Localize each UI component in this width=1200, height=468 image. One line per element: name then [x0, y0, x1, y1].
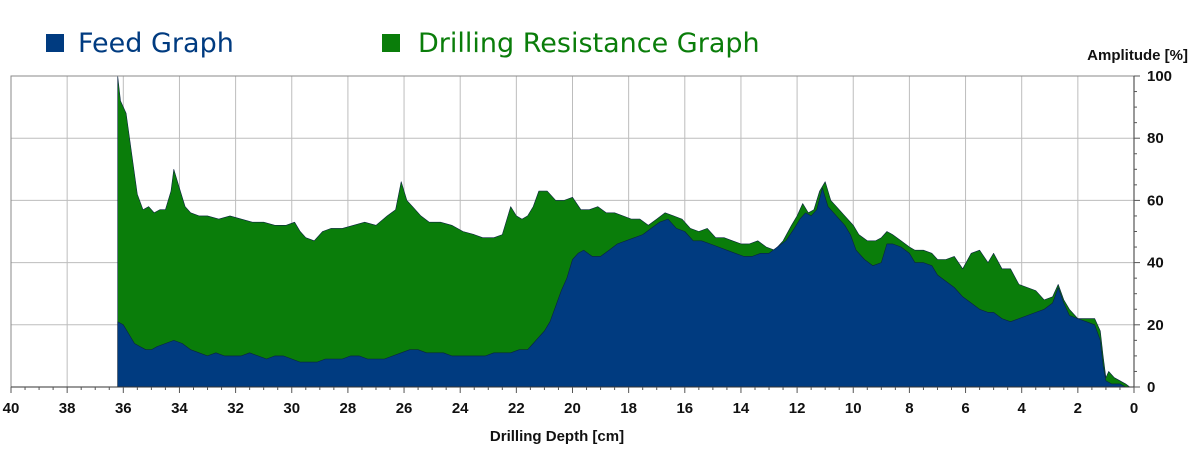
- y-tick-label: 80: [1147, 130, 1164, 147]
- x-tick-label: 4: [1018, 400, 1027, 417]
- x-tick-label: 32: [227, 400, 244, 417]
- y-axis-title: Amplitude [%]: [1087, 47, 1188, 64]
- x-tick-label: 20: [564, 400, 581, 417]
- x-tick-label: 12: [789, 400, 806, 417]
- legend-swatch-resistance: [382, 34, 400, 52]
- x-tick-label: 24: [452, 400, 469, 417]
- chart-series-areas: [117, 75, 1131, 388]
- y-tick-label: 40: [1147, 255, 1164, 272]
- x-tick-label: 14: [733, 400, 750, 417]
- x-tick-label: 8: [905, 400, 913, 417]
- legend: Feed Graph Drilling Resistance Graph: [46, 28, 760, 59]
- x-tick-label: 22: [508, 400, 525, 417]
- x-tick-label: 34: [171, 400, 188, 417]
- x-tick-label: 16: [676, 400, 693, 417]
- y-tick-label: 20: [1147, 317, 1164, 334]
- series-area-feed: [117, 187, 1126, 388]
- x-tick-label: 0: [1130, 400, 1138, 417]
- x-tick-label: 10: [845, 400, 862, 417]
- x-tick-label: 40: [3, 400, 20, 417]
- y-tick-label: 100: [1147, 68, 1172, 85]
- x-tick-label: 38: [59, 400, 76, 417]
- x-tick-label: 26: [396, 400, 413, 417]
- legend-label-resistance: Drilling Resistance Graph: [418, 28, 760, 59]
- chart-axes: [10, 75, 1140, 393]
- legend-label-feed: Feed Graph: [78, 28, 234, 59]
- y-tick-label: 60: [1147, 192, 1164, 209]
- x-tick-label: 2: [1074, 400, 1082, 417]
- x-tick-label: 28: [340, 400, 357, 417]
- x-tick-label: 6: [961, 400, 969, 417]
- legend-swatch-feed: [46, 34, 64, 52]
- y-tick-label: 0: [1147, 379, 1155, 396]
- x-axis-title: Drilling Depth [cm]: [490, 428, 624, 445]
- x-tick-label: 18: [620, 400, 637, 417]
- x-tick-label: 36: [115, 400, 132, 417]
- x-tick-label: 30: [283, 400, 300, 417]
- chart-tick-labels: 40 38 36 34 32 30 28 26 24 22 20 18 16 14 12 10 8 6 4 2 0020…: [3, 68, 1172, 417]
